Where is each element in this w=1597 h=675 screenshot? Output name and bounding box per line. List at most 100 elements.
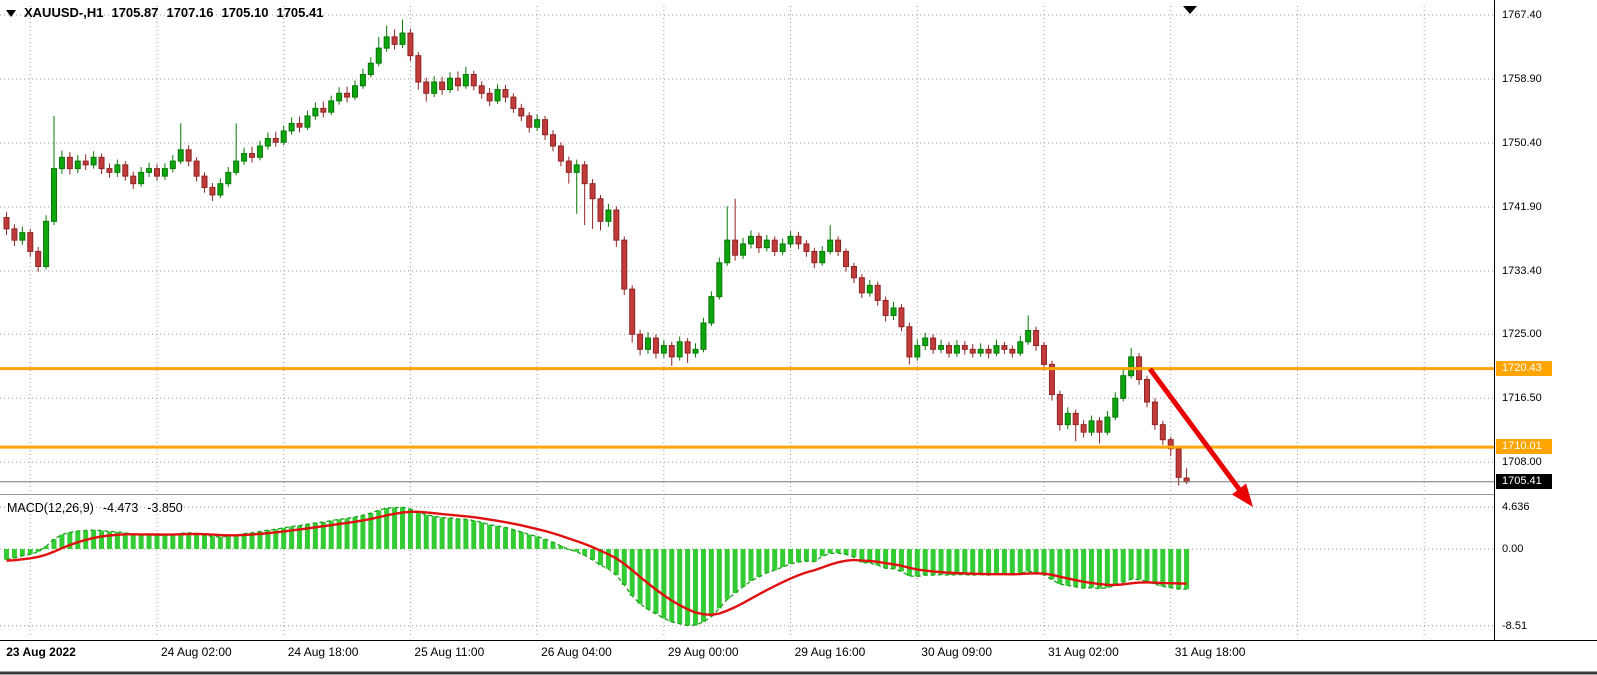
candle-body bbox=[169, 160, 176, 170]
macd-bar bbox=[376, 510, 382, 549]
candle-body bbox=[312, 107, 319, 117]
candle-body bbox=[898, 307, 905, 328]
macd-bar bbox=[471, 520, 477, 549]
macd-bar bbox=[249, 532, 255, 549]
macd-bar bbox=[661, 549, 667, 619]
trend-arrow-line[interactable] bbox=[1147, 367, 1242, 491]
candle-body bbox=[1128, 356, 1135, 377]
macd-bar bbox=[225, 536, 231, 549]
macd-bar bbox=[1009, 549, 1015, 575]
macd-bar bbox=[558, 545, 564, 549]
macd-bar bbox=[487, 524, 493, 549]
macd-bar bbox=[11, 549, 17, 558]
candle-body bbox=[90, 156, 97, 166]
candle-body bbox=[288, 122, 295, 132]
macd-bar bbox=[827, 549, 833, 554]
macd-bar bbox=[423, 514, 429, 549]
macd-bar bbox=[1128, 549, 1134, 580]
macd-bar bbox=[407, 508, 413, 549]
macd-bar bbox=[1057, 549, 1063, 585]
candle-body bbox=[1151, 401, 1158, 426]
candle-body bbox=[549, 134, 556, 147]
candle-body bbox=[652, 337, 659, 354]
candle-body bbox=[1112, 397, 1119, 418]
candle-body bbox=[977, 348, 984, 354]
macd-bar bbox=[35, 549, 41, 552]
macd-bar bbox=[217, 536, 223, 549]
candle-body bbox=[462, 73, 469, 87]
macd-bar bbox=[534, 536, 540, 549]
macd-bar bbox=[312, 522, 318, 549]
candle-body bbox=[193, 160, 200, 177]
macd-bar bbox=[875, 549, 881, 566]
macd-bar bbox=[732, 549, 738, 594]
macd-bar bbox=[1025, 549, 1031, 572]
candle-body bbox=[613, 209, 620, 241]
macd-bar bbox=[502, 527, 508, 549]
macd-bar bbox=[1033, 549, 1039, 573]
macd-bar bbox=[265, 530, 271, 549]
candle-body bbox=[264, 137, 271, 147]
macd-bar bbox=[51, 539, 57, 549]
candle-body bbox=[866, 284, 873, 294]
chart-shift-marker-icon[interactable] bbox=[1183, 6, 1197, 14]
candle-body bbox=[74, 160, 81, 170]
macd-bar bbox=[803, 549, 809, 562]
candle-body bbox=[526, 115, 533, 128]
macd-bar bbox=[273, 529, 279, 549]
candle-body bbox=[724, 239, 731, 264]
macd-bar bbox=[91, 530, 97, 549]
candle-body bbox=[359, 73, 366, 87]
macd-bar bbox=[629, 549, 635, 596]
macd-bar bbox=[1017, 549, 1023, 574]
macd-bar bbox=[590, 549, 596, 560]
candle-body bbox=[684, 341, 691, 354]
macd-bar bbox=[613, 549, 619, 576]
candle-body bbox=[304, 115, 311, 128]
macd-bar bbox=[938, 549, 944, 575]
candle-body bbox=[708, 296, 715, 324]
macd-bar bbox=[510, 529, 516, 549]
macd-bar bbox=[320, 522, 326, 549]
macd-bar bbox=[780, 549, 786, 567]
macd-bar bbox=[178, 533, 184, 549]
candle-body bbox=[3, 217, 10, 230]
candle-body bbox=[328, 100, 335, 113]
candle-body bbox=[732, 239, 739, 256]
macd-current-value: -4.473 bbox=[102, 501, 139, 515]
macd-bar bbox=[106, 531, 112, 549]
candle-body bbox=[779, 243, 786, 252]
macd-bar bbox=[748, 549, 754, 581]
chart-ohlc-header: XAUUSD-,H1 1705.87 1707.16 1705.10 1705.… bbox=[6, 5, 323, 20]
candle-body bbox=[1167, 439, 1174, 450]
candle-body bbox=[557, 145, 564, 162]
candle-body bbox=[700, 322, 707, 350]
candle-body bbox=[43, 220, 50, 268]
candle-body bbox=[1159, 424, 1166, 441]
macd-bar bbox=[819, 549, 825, 557]
macd-bar bbox=[708, 549, 714, 617]
candle-body bbox=[1009, 348, 1016, 354]
macd-bar bbox=[463, 519, 469, 549]
macd-bar bbox=[289, 526, 295, 549]
candle-body bbox=[470, 73, 477, 87]
symbol-marker-icon bbox=[6, 10, 16, 17]
candle-body bbox=[534, 119, 541, 128]
candle-body bbox=[660, 345, 667, 354]
macd-signal-line bbox=[6, 510, 1187, 616]
macd-signal-value: -3.850 bbox=[147, 501, 183, 515]
candle-body bbox=[1033, 330, 1040, 347]
macd-bar bbox=[994, 549, 999, 575]
candle-body bbox=[431, 81, 438, 94]
candle-body bbox=[375, 47, 382, 64]
candle-body bbox=[938, 345, 945, 350]
candle-body bbox=[1064, 412, 1071, 426]
macd-bar bbox=[154, 535, 160, 549]
macd-bar bbox=[170, 534, 176, 549]
candle-body bbox=[439, 81, 446, 91]
macd-bar bbox=[1065, 549, 1071, 586]
candle-body bbox=[344, 92, 351, 98]
candle-body bbox=[874, 284, 881, 301]
